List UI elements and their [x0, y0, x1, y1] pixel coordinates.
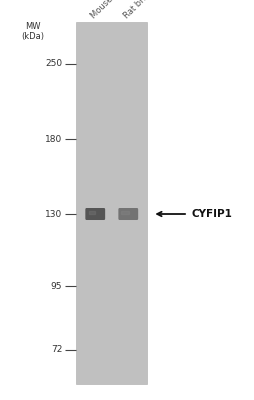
Text: 180: 180 — [45, 135, 62, 144]
Text: 95: 95 — [51, 282, 62, 290]
Bar — [76, 22, 147, 384]
Text: Mouse brain: Mouse brain — [89, 0, 132, 20]
Text: Rat brain: Rat brain — [122, 0, 155, 20]
FancyBboxPatch shape — [118, 208, 138, 220]
Text: 250: 250 — [45, 59, 62, 68]
Text: CYFIP1: CYFIP1 — [192, 209, 233, 219]
Text: MW
(kDa): MW (kDa) — [22, 22, 44, 41]
Text: 130: 130 — [45, 210, 62, 218]
Text: 72: 72 — [51, 345, 62, 354]
FancyBboxPatch shape — [85, 208, 105, 220]
